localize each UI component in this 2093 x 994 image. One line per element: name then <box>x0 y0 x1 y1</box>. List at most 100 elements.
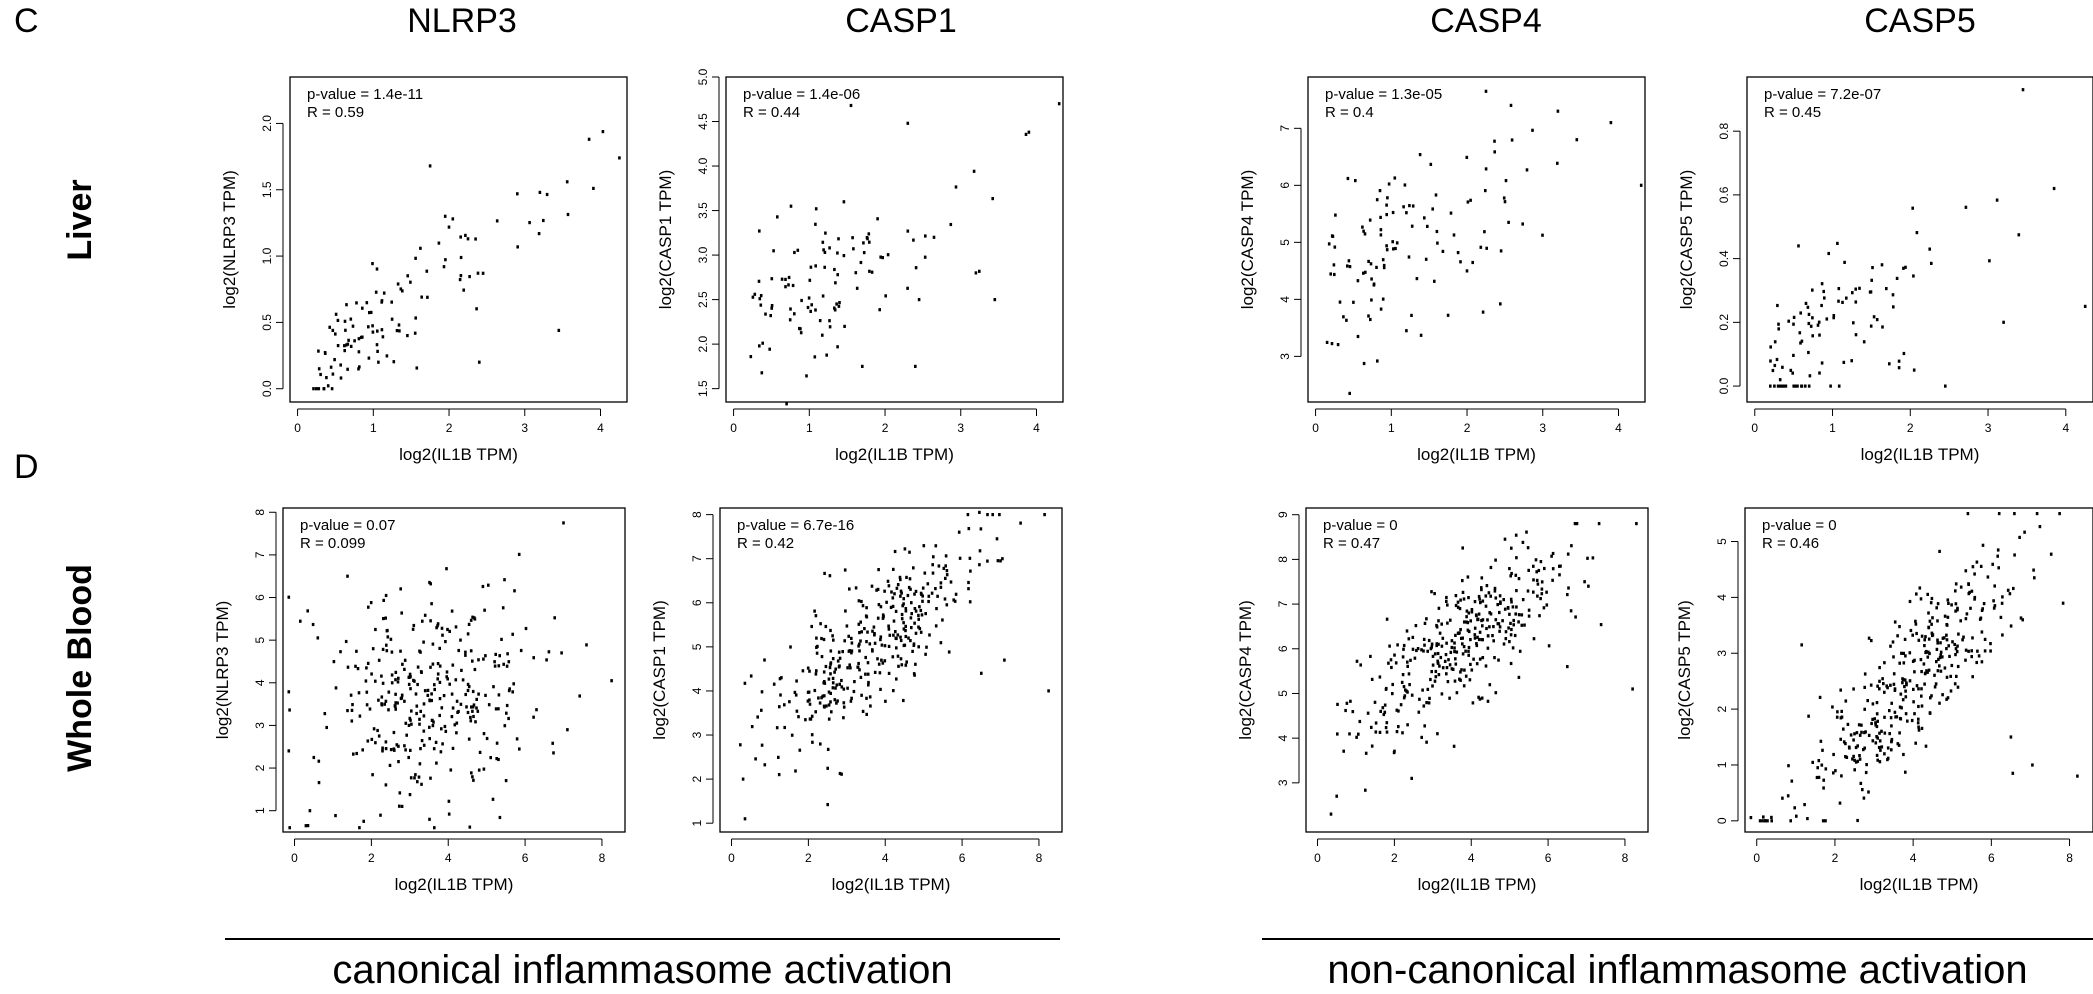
scatter-point <box>1385 244 1388 248</box>
scatter-point <box>879 255 882 259</box>
scatter-point <box>1912 700 1915 704</box>
scatter-point <box>829 628 832 633</box>
y-tick-label: 2 <box>1715 705 1729 712</box>
scatter-point <box>1997 566 2000 570</box>
scatter-point <box>450 692 454 696</box>
scatter-point <box>2035 512 2039 516</box>
scatter-point <box>1770 819 1773 823</box>
scatter-point <box>459 702 463 706</box>
scatter-point <box>879 687 882 691</box>
scatter-point <box>467 622 471 626</box>
scatter-point <box>503 578 506 582</box>
scatter-point <box>1951 640 1954 644</box>
scatter-point <box>828 246 831 250</box>
scatter-point <box>1431 654 1435 658</box>
scatter-point <box>403 699 406 703</box>
scatter-point <box>1980 608 1984 612</box>
scatter-point <box>1057 102 1061 106</box>
scatter-point <box>836 659 840 663</box>
scatter-point <box>420 295 423 299</box>
scatter-point <box>1880 745 1884 749</box>
scatter-point <box>849 103 853 108</box>
scatter-point <box>1426 649 1429 653</box>
scatter-point <box>1591 556 1595 560</box>
scatter-point <box>1511 605 1515 609</box>
scatter-point <box>901 604 904 608</box>
scatter-point <box>1811 334 1814 338</box>
scatter-point <box>1876 684 1879 688</box>
scatter-point <box>910 612 913 616</box>
scatter-point <box>1869 290 1873 294</box>
scatter-point <box>1867 733 1871 737</box>
scatter-point <box>1869 324 1873 328</box>
scatter-point <box>1512 618 1515 623</box>
scatter-point <box>1822 289 1825 294</box>
scatter-point <box>1790 779 1794 783</box>
scatter-point <box>995 537 999 541</box>
scatter-point <box>806 690 810 694</box>
p-value-annotation: p-value = 1.4e-11 <box>307 86 423 103</box>
scatter-point <box>1964 658 1967 662</box>
scatter-point <box>1778 378 1782 382</box>
scatter-point <box>1003 658 1006 662</box>
scatter-point <box>837 237 840 241</box>
y-axis-label: log2(CASP5 TPM) <box>1675 600 1694 740</box>
scatter-point <box>1484 189 1487 193</box>
scatter-point <box>793 250 796 255</box>
scatter-point <box>1485 584 1489 588</box>
scatter-point <box>2018 535 2021 539</box>
scatter-point <box>524 626 528 631</box>
scatter-point <box>1763 819 1767 823</box>
scatter-point <box>892 567 895 571</box>
scatter-point <box>484 654 487 658</box>
scatter-point <box>1929 601 1933 605</box>
scatter-point <box>1854 745 1858 750</box>
scatter-point <box>857 644 860 648</box>
scatter-point <box>1518 649 1522 653</box>
scatter-point <box>914 662 917 666</box>
scatter-point <box>1806 817 1809 821</box>
scatter-point <box>1445 672 1448 676</box>
scatter-point <box>912 566 915 570</box>
scatter-point <box>1777 327 1780 331</box>
scatter-point <box>859 260 863 265</box>
scatter-point <box>1473 633 1477 637</box>
scatter-point <box>1792 353 1795 357</box>
scatter-point <box>1363 232 1367 236</box>
scatter-point <box>1498 610 1501 615</box>
scatter-point <box>332 660 336 664</box>
scatter-point <box>1538 614 1541 618</box>
scatter-point <box>808 278 812 282</box>
scatter-point <box>1464 649 1467 653</box>
y-tick-label: 5 <box>1276 690 1290 697</box>
scatter-point <box>2006 588 2010 592</box>
scatter-point <box>1465 609 1469 613</box>
scatter-point <box>810 733 814 737</box>
scatter-point <box>288 826 291 830</box>
scatter-point <box>1878 760 1882 764</box>
scatter-point <box>1450 639 1454 643</box>
scatter-point <box>1844 742 1847 746</box>
scatter-point <box>287 690 291 694</box>
scatter-point <box>1514 612 1517 616</box>
scatter-point <box>1475 642 1478 646</box>
scatter-point <box>939 585 943 589</box>
scatter-point <box>502 662 505 666</box>
scatter-point <box>1872 315 1876 319</box>
scatter-point <box>1467 596 1470 600</box>
scatter-point <box>947 650 951 654</box>
y-tick-label: 1.5 <box>696 380 710 397</box>
scatter-point <box>396 282 400 286</box>
scatter-point <box>472 703 476 707</box>
scatter-point <box>1440 692 1444 696</box>
scatter-point <box>1901 681 1904 685</box>
r-annotation: R = 0.46 <box>1762 535 1819 552</box>
scatter-point <box>1436 732 1439 736</box>
scatter-point <box>397 760 400 764</box>
scatter-point <box>1429 647 1433 651</box>
y-tick-label: 3 <box>1715 650 1729 657</box>
scatter-point <box>1430 590 1433 594</box>
scatter-point <box>467 737 471 741</box>
scatter-point <box>831 686 835 690</box>
scatter-point <box>406 334 409 338</box>
